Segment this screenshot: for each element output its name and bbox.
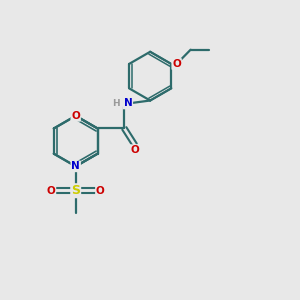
Text: N: N: [71, 161, 80, 171]
Text: O: O: [46, 186, 56, 196]
Text: H: H: [112, 99, 120, 108]
Text: O: O: [96, 186, 105, 196]
Text: O: O: [130, 145, 139, 155]
Text: O: O: [71, 111, 80, 121]
Text: O: O: [172, 59, 181, 69]
Text: S: S: [71, 184, 80, 197]
Text: N: N: [124, 98, 132, 109]
